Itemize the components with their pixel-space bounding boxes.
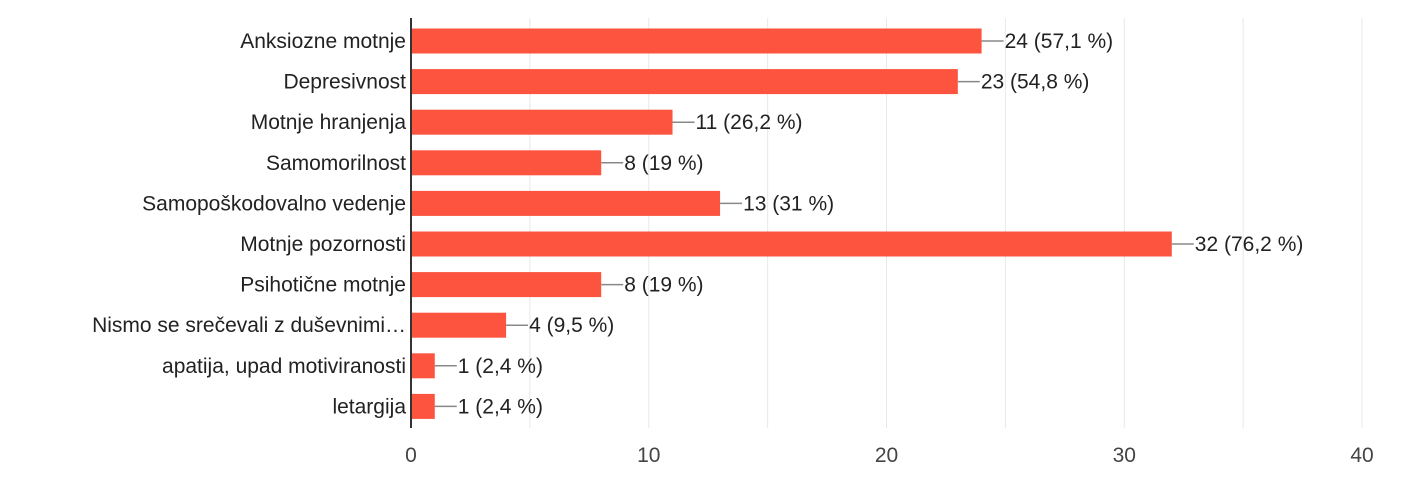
x-tick-label: 30 (1113, 444, 1136, 467)
bar (411, 28, 982, 54)
category-label: Motnje hranjenja (251, 111, 407, 134)
data-label: 8 (19 %) (624, 152, 703, 175)
category-label: Motnje pozornosti (240, 233, 406, 256)
bar (411, 231, 1172, 257)
bar (411, 69, 958, 95)
x-tick-label: 10 (637, 444, 660, 467)
data-label: 1 (2,4 %) (458, 355, 543, 378)
data-label: 24 (57,1 %) (1005, 30, 1114, 53)
data-label: 4 (9,5 %) (529, 314, 614, 337)
leader-lines (434, 40, 1194, 408)
category-label: Psihotične motnje (240, 274, 406, 297)
category-label: letargija (332, 395, 406, 418)
data-label: 11 (26,2 %) (696, 111, 803, 134)
bar (411, 190, 721, 216)
bars (411, 28, 1172, 419)
category-label: Nismo se srečevali z duševnimi… (92, 314, 406, 337)
category-label: apatija, upad motiviranosti (162, 355, 406, 378)
x-tick-label: 0 (405, 444, 417, 467)
bar (411, 272, 602, 298)
x-axis-ticks: 0 10 20 30 40 (405, 444, 1374, 467)
x-tick-label: 40 (1350, 444, 1373, 467)
data-label: 23 (54,8 %) (981, 71, 1090, 94)
category-label: Samomorilnost (266, 152, 406, 175)
bar (411, 353, 435, 379)
data-label: 8 (19 %) (624, 274, 703, 297)
labels: 24 (57,1 %) Anksiozne motnje 23 (54,8 %) De… (92, 30, 1303, 418)
category-label: Samopoškodovalno vedenje (142, 192, 406, 215)
x-tick-label: 20 (875, 444, 898, 467)
data-label: 13 (31 %) (743, 192, 834, 215)
category-label: Anksiozne motnje (240, 30, 406, 53)
data-label: 32 (76,2 %) (1195, 233, 1304, 256)
bar (411, 150, 602, 176)
data-label: 1 (2,4 %) (458, 395, 543, 418)
category-label: Depresivnost (283, 71, 406, 94)
bar (411, 312, 507, 338)
bar (411, 109, 673, 135)
bar (411, 393, 435, 419)
